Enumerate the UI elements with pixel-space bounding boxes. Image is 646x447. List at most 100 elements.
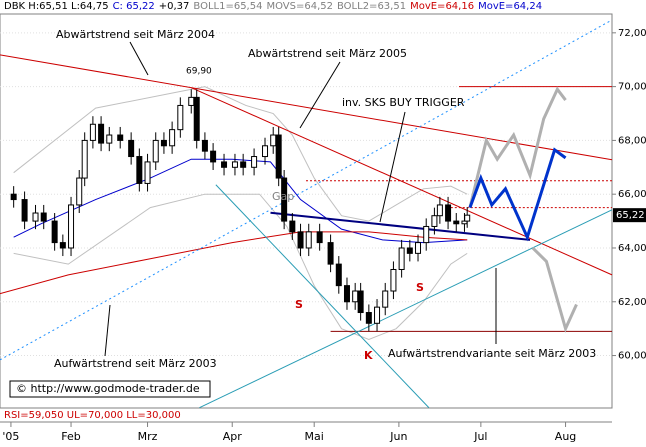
candle-body xyxy=(464,214,471,222)
candle-body xyxy=(423,225,430,244)
candle-body xyxy=(357,290,364,314)
candle-body xyxy=(201,139,208,152)
candle-body xyxy=(281,177,288,222)
annotation: K xyxy=(364,349,373,362)
candle-body xyxy=(297,231,304,249)
y-tick-label: 72,00 xyxy=(618,28,646,39)
candle-body xyxy=(32,212,39,222)
candle-body xyxy=(136,156,143,184)
overlay-line xyxy=(13,86,468,222)
overlay-line xyxy=(468,147,567,242)
candle-body xyxy=(231,161,238,168)
last-price-box xyxy=(613,208,646,223)
x-tick-label: Feb xyxy=(61,430,80,443)
header: DBK H:65,51 L:64,75 C: 65,22 +0,37 BOLL1=65… xyxy=(4,1,546,12)
candle-body xyxy=(51,220,58,244)
candle-body xyxy=(169,129,176,147)
arrows xyxy=(104,41,497,357)
x-tick-label: Apr xyxy=(223,430,243,443)
annotation: S xyxy=(295,298,303,311)
candle-body xyxy=(59,242,66,249)
candle-body xyxy=(221,161,228,168)
y-tick-label: 60,00 xyxy=(618,351,646,362)
y-tick-label: 62,00 xyxy=(618,297,646,308)
candle-body xyxy=(10,193,17,201)
header-item: C: 65,22 xyxy=(112,1,155,12)
header-item: +0,37 xyxy=(158,1,190,12)
candle-body xyxy=(262,145,269,158)
header-item: BOLL2=63,51 xyxy=(337,1,407,12)
candle-body xyxy=(251,156,258,168)
candle-body xyxy=(365,312,372,324)
overlay-line xyxy=(199,209,613,409)
candle-body xyxy=(398,247,405,270)
candle-body xyxy=(210,150,217,163)
candle-body xyxy=(89,123,96,141)
candle-body xyxy=(152,139,159,163)
annotation: Aufwärtstrendvariante seit März 2003 xyxy=(388,347,596,360)
y-tick-label: 66,00 xyxy=(618,189,646,200)
rsi-text: RSI=59,050 UL=70,000 LL=30,000 xyxy=(4,410,181,421)
candle-body xyxy=(160,139,167,147)
annotation: Abwärtstrend seit März 2005 xyxy=(248,47,407,60)
annotation: inv. SKS BUY TRIGGER xyxy=(342,96,465,109)
candle-body xyxy=(289,220,296,233)
candle-body xyxy=(270,134,277,147)
overlay-line xyxy=(270,211,531,241)
overlay-line xyxy=(531,246,578,334)
candle-body xyxy=(76,177,83,206)
candle-body xyxy=(98,123,105,144)
candle-body xyxy=(305,231,312,249)
copyright: © http://www.godmode-trader.de xyxy=(16,382,200,395)
x-tick-label: Mai xyxy=(305,430,324,443)
header-item: MovE=64,16 xyxy=(410,1,475,12)
candle-body xyxy=(68,204,75,249)
y-tick-label: 68,00 xyxy=(618,135,646,146)
candle-body xyxy=(128,139,135,158)
overlay-line xyxy=(468,86,567,208)
candle-body xyxy=(343,285,350,303)
overlay-line xyxy=(13,193,468,340)
high-label: 69,90 xyxy=(186,67,212,77)
candle-body xyxy=(415,242,422,254)
candle-body xyxy=(352,290,359,303)
candle-body xyxy=(335,263,342,287)
candle-body xyxy=(431,215,438,227)
candle-body xyxy=(240,161,247,168)
candle-body xyxy=(81,139,88,179)
x-tick-label: '05 xyxy=(2,430,19,443)
candle-body xyxy=(177,104,184,131)
header-item: DBK H:65,51 L:64,75 xyxy=(4,1,109,12)
x-tick-label: Aug xyxy=(555,430,576,443)
candle-body xyxy=(193,96,200,141)
x-tick-label: Jun xyxy=(389,430,407,443)
overlay-line xyxy=(0,19,613,361)
candle-body xyxy=(21,199,28,222)
annotation: Aufwärtstrend seit März 2003 xyxy=(54,357,217,370)
candle-body xyxy=(316,231,323,244)
overlay-line xyxy=(215,184,430,409)
plot xyxy=(0,19,613,409)
y-tick-label: 70,00 xyxy=(618,82,646,93)
header-item: BOLL1=65,54 xyxy=(193,1,263,12)
candle-body xyxy=(445,204,452,222)
copyright-box xyxy=(9,380,211,398)
candle-body xyxy=(327,242,334,265)
annotation: Abwärtstrend seit März 2004 xyxy=(56,28,215,41)
candle-body xyxy=(144,161,151,184)
candle-body xyxy=(275,134,282,179)
header-item: MovE=64,24 xyxy=(478,1,543,12)
annotation: S xyxy=(416,281,424,294)
candle-body xyxy=(374,306,381,324)
x-tick-label: Jul xyxy=(473,430,487,443)
annotation: Gap xyxy=(272,190,294,203)
candle-body xyxy=(117,134,124,141)
candle-body xyxy=(188,96,195,106)
candle-body xyxy=(390,268,397,292)
candle-body xyxy=(453,220,460,225)
plot-area xyxy=(0,13,613,409)
header-item: MOVS=64,52 xyxy=(266,1,333,12)
candle-body xyxy=(436,204,443,217)
candle-body xyxy=(40,212,47,222)
